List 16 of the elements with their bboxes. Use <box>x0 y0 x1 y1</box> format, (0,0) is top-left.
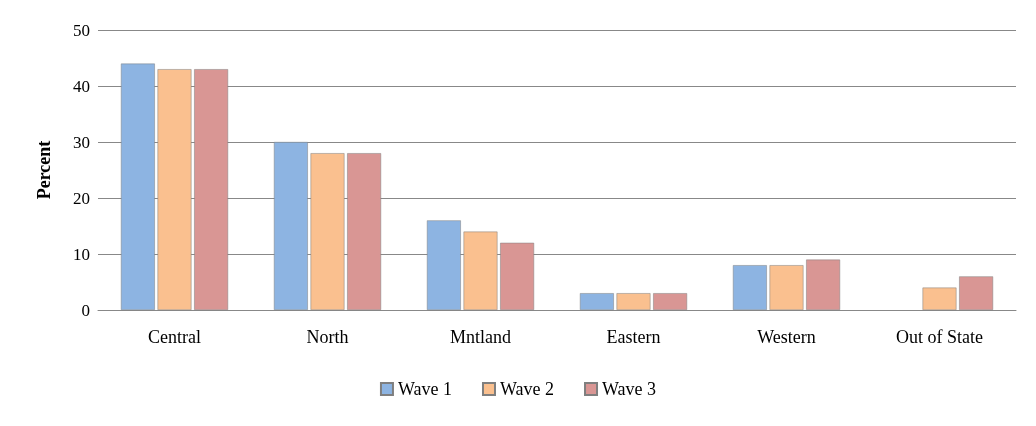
legend-label: Wave 2 <box>499 379 555 399</box>
legend-label: Wave 1 <box>397 379 452 399</box>
x-tick-label: Central <box>148 327 201 347</box>
y-tick-label: 20 <box>73 188 90 208</box>
legend-label: Wave 3 <box>602 379 657 399</box>
x-tick-label: Western <box>757 327 816 347</box>
y-tick-label: 50 <box>73 20 90 40</box>
y-tick-label: 30 <box>73 132 90 152</box>
x-tick-label: Eastern <box>606 327 661 347</box>
x-tick-label: North <box>306 327 349 347</box>
y-tick-label: 0 <box>81 300 90 320</box>
x-tick-label: Mntland <box>450 327 511 347</box>
y-tick-label: 10 <box>73 244 90 264</box>
x-tick-label: Out of State <box>896 327 983 347</box>
y-tick-label: 40 <box>73 76 90 96</box>
y-axis-title: Percent <box>34 140 54 200</box>
